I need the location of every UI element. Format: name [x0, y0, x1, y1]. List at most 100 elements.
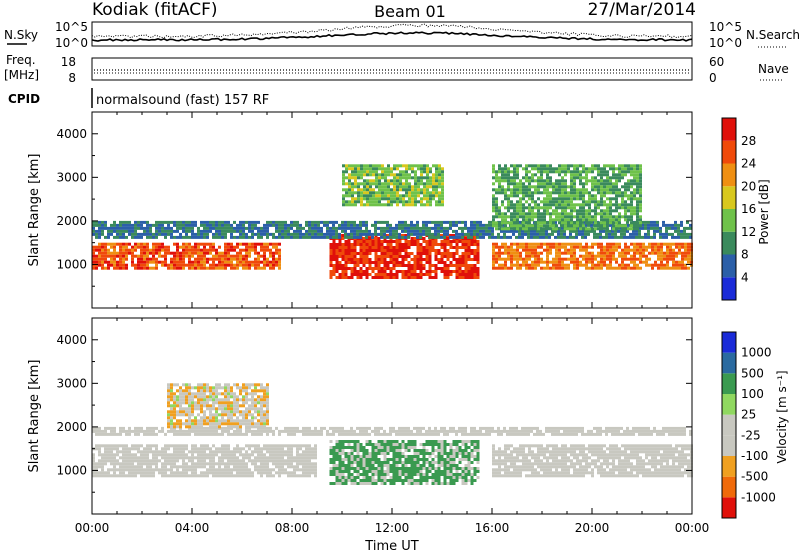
- data-cell: [224, 263, 227, 267]
- data-cell: [428, 246, 432, 249]
- data-cell: [110, 444, 113, 448]
- y-tick-label: 4000: [56, 127, 87, 141]
- data-cell: [585, 176, 588, 180]
- data-cell: [401, 261, 405, 264]
- data-cell: [561, 188, 564, 192]
- data-cell: [396, 164, 399, 168]
- data-cell: [371, 449, 375, 452]
- data-cell: [495, 197, 498, 201]
- data-cell: [332, 223, 335, 227]
- data-cell: [284, 232, 287, 236]
- data-cell: [374, 446, 378, 449]
- data-cell: [419, 267, 423, 270]
- data-cell: [396, 200, 399, 204]
- data-cell: [212, 444, 215, 448]
- data-cell: [338, 449, 342, 452]
- data-cell: [305, 474, 308, 478]
- data-cell: [624, 212, 627, 216]
- data-cell: [398, 446, 402, 449]
- data-cell: [479, 223, 482, 227]
- data-cell: [92, 251, 95, 255]
- data-cell: [155, 462, 158, 466]
- data-cell: [380, 220, 383, 224]
- data-cell: [368, 246, 372, 249]
- data-cell: [654, 242, 657, 246]
- data-cell: [546, 209, 549, 213]
- data-cell: [347, 455, 351, 458]
- data-cell: [366, 203, 369, 207]
- data-cell: [621, 167, 624, 171]
- data-cell: [435, 179, 438, 183]
- data-cell: [573, 197, 576, 201]
- data-cell: [209, 447, 212, 451]
- data-cell: [342, 197, 345, 201]
- data-cell: [332, 258, 336, 261]
- data-cell: [146, 254, 149, 258]
- data-cell: [345, 167, 348, 171]
- data-cell: [92, 220, 95, 224]
- data-cell: [449, 243, 453, 246]
- data-cell: [528, 251, 531, 255]
- data-cell: [281, 235, 284, 239]
- data-cell: [383, 452, 387, 455]
- data-cell: [110, 226, 113, 230]
- data-cell: [357, 173, 360, 177]
- data-cell: [626, 223, 629, 227]
- data-cell: [335, 440, 339, 443]
- data-cell: [594, 167, 597, 171]
- data-cell: [227, 468, 230, 472]
- data-cell: [392, 464, 396, 467]
- data-cell: [254, 257, 257, 261]
- data-cell: [221, 459, 224, 463]
- data-cell: [191, 223, 194, 227]
- data-cell: [510, 188, 513, 192]
- data-cell: [101, 456, 104, 460]
- data-cell: [407, 273, 411, 276]
- data-cell: [636, 206, 639, 210]
- data-cell: [513, 254, 516, 258]
- data-cell: [351, 188, 354, 192]
- data-cell: [356, 440, 360, 443]
- data-cell: [627, 209, 630, 213]
- data-cell: [578, 232, 581, 236]
- data-cell: [128, 465, 131, 469]
- data-cell: [378, 194, 381, 198]
- data-cell: [405, 200, 408, 204]
- data-cell: [98, 226, 101, 230]
- data-cell: [140, 465, 143, 469]
- data-cell: [302, 444, 305, 448]
- data-cell: [263, 248, 266, 252]
- data-cell: [443, 276, 447, 279]
- data-cell: [212, 263, 215, 267]
- data-cell: [314, 226, 317, 230]
- data-cell: [263, 232, 266, 236]
- data-cell: [606, 206, 609, 210]
- data-cell: [570, 215, 573, 219]
- data-cell: [284, 444, 287, 448]
- data-cell: [473, 270, 477, 273]
- data-cell: [119, 251, 122, 255]
- data-cell: [584, 223, 587, 227]
- data-cell: [353, 476, 357, 479]
- data-cell: [461, 261, 465, 264]
- data-cell: [614, 232, 617, 236]
- data-cell: [206, 456, 209, 460]
- data-cell: [167, 459, 170, 463]
- data-cell: [230, 468, 233, 472]
- data-cell: [585, 212, 588, 216]
- data-cell: [417, 188, 420, 192]
- data-cell: [510, 212, 513, 216]
- data-cell: [585, 188, 588, 192]
- data-cell: [381, 203, 384, 207]
- data-cell: [392, 258, 396, 261]
- data-cell: [516, 203, 519, 207]
- data-cell: [381, 188, 384, 192]
- data-cell: [212, 235, 215, 239]
- data-cell: [542, 229, 545, 233]
- data-cell: [441, 203, 444, 207]
- data-cell: [653, 220, 656, 224]
- data-cell: [473, 255, 477, 258]
- data-cell: [576, 245, 579, 249]
- data-cell: [633, 170, 636, 174]
- data-cell: [609, 215, 612, 219]
